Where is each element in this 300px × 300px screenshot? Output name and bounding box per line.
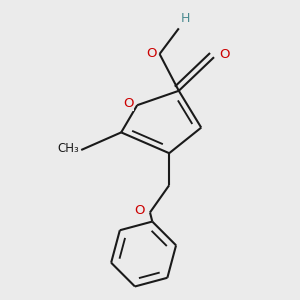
Text: O: O bbox=[219, 48, 229, 61]
Text: O: O bbox=[135, 204, 145, 217]
Text: CH₃: CH₃ bbox=[58, 142, 80, 155]
Text: O: O bbox=[146, 47, 156, 61]
Text: O: O bbox=[123, 97, 134, 110]
Text: H: H bbox=[180, 12, 190, 25]
